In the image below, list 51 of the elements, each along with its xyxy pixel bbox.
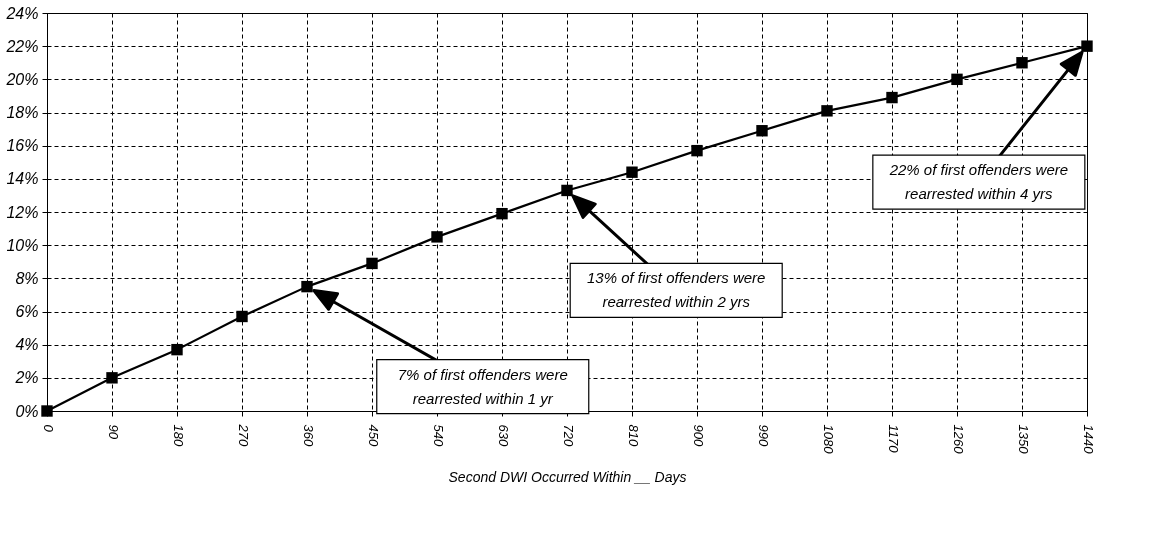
point <box>886 91 898 104</box>
point <box>626 166 638 178</box>
x-tick-label: 900 <box>690 424 706 447</box>
x-tick-label: 540 <box>430 424 446 447</box>
y-tick-label: 18% <box>6 104 39 121</box>
point <box>236 310 248 323</box>
y-tick-label: 16% <box>6 137 39 155</box>
point <box>951 73 963 86</box>
x-axis-title: Second DWI Occurred Within __ Days <box>448 469 687 486</box>
x-tick-label: 0 <box>40 424 56 433</box>
x-tick-label: 990 <box>755 424 771 447</box>
point <box>431 231 443 243</box>
point <box>366 257 378 270</box>
y-tick-label: 4% <box>15 336 39 354</box>
y-tick-label: 2% <box>14 369 39 387</box>
x-tick-label: 1350 <box>1015 424 1031 455</box>
y-tick-label: 6% <box>15 303 39 320</box>
x-tick-label: 1260 <box>950 424 966 455</box>
x-tick-label: 180 <box>170 424 186 447</box>
point <box>821 105 833 117</box>
y-tick-label: 22% <box>5 37 39 55</box>
y-tick-label: 20% <box>5 70 39 88</box>
y-tick-label: 12% <box>6 203 39 221</box>
x-tick-label: 270 <box>235 423 251 447</box>
x-tick-label: 1080 <box>820 424 836 455</box>
y-tick-label: 0% <box>15 402 39 420</box>
x-tick-label: 810 <box>625 424 641 447</box>
point <box>691 144 703 157</box>
point <box>561 184 573 197</box>
y-tick-label: 24% <box>5 4 39 22</box>
point <box>1081 40 1093 52</box>
y-tick-label: 8% <box>15 269 39 287</box>
y-tick-label: 14% <box>6 170 39 188</box>
point <box>1016 57 1028 69</box>
point <box>301 280 313 293</box>
x-tick-label: 1170 <box>885 424 901 454</box>
point <box>41 405 53 417</box>
x-tick-label: 360 <box>300 424 316 447</box>
x-tick-label: 1440 <box>1080 424 1096 455</box>
annotation: 7% of first offenders were rearrested within 1 yr <box>397 365 568 407</box>
point <box>496 207 508 220</box>
x-tick-label: 450 <box>365 424 381 447</box>
x-tick-label: 720 <box>560 424 576 447</box>
x-tick-label: 630 <box>495 424 511 447</box>
annotation: 13% of first offenders were rearrested within 2 yrs <box>586 269 766 311</box>
point <box>106 372 118 384</box>
annotation: 22% of first offenders were rearrested within 4 yrs <box>888 161 1069 203</box>
point <box>756 125 768 137</box>
point <box>171 343 183 356</box>
y-tick-label: 10% <box>6 236 39 254</box>
x-tick-label: 90 <box>105 424 121 440</box>
